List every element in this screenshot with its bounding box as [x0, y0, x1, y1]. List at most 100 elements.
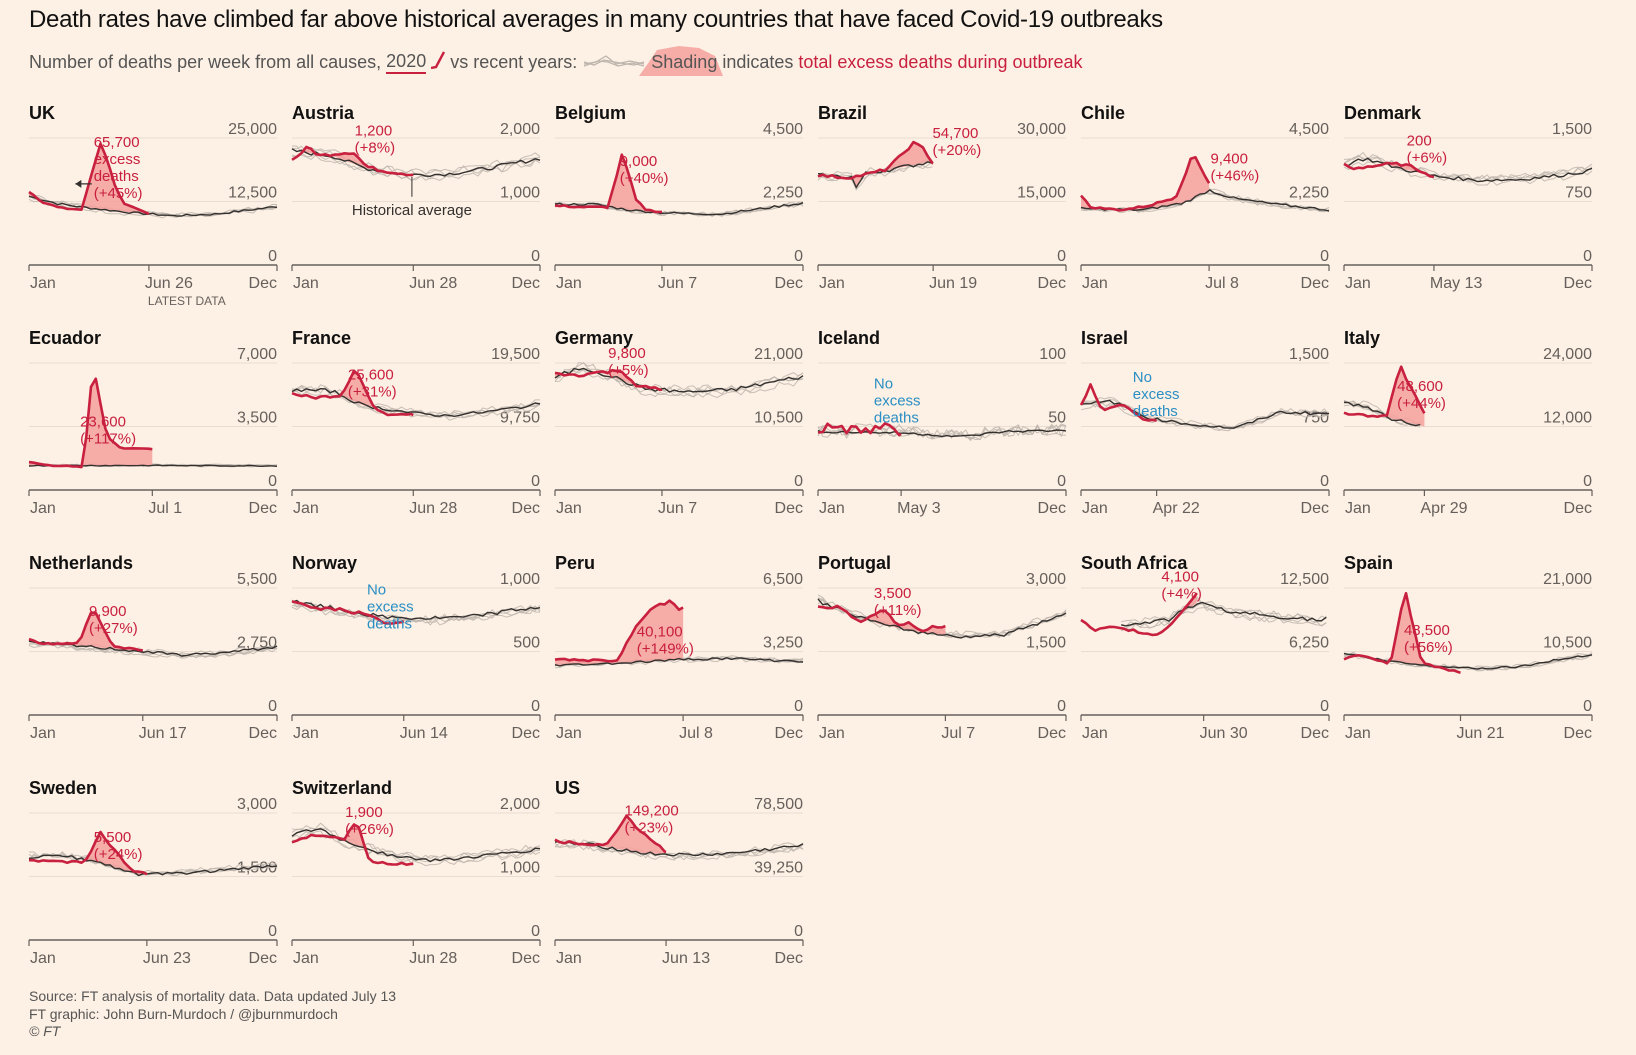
x-tick-label-jan: Jan [819, 725, 845, 742]
y-tick-label: 0 [531, 248, 540, 265]
y-tick-label: 2,250 [763, 185, 803, 202]
credit-note: FT graphic: John Burn-Murdoch / @jburnmu… [29, 1005, 338, 1022]
copyright: © FT [29, 1023, 61, 1039]
historical-average-line [817, 598, 1067, 639]
excess-deaths-annotation: excess [367, 598, 414, 615]
recent-year-line [291, 387, 541, 418]
excess-deaths-annotation: excess [874, 392, 921, 409]
x-tick-label-dec: Dec [775, 275, 803, 292]
recent-year-line [1343, 161, 1593, 186]
y-tick-label: 1,500 [1289, 346, 1329, 363]
x-tick-label-dec: Dec [512, 950, 540, 967]
y-tick-label: 15,000 [1017, 185, 1066, 202]
excess-deaths-annotation: 23,600 [80, 414, 126, 431]
excess-deaths-annotation: (+23%) [624, 820, 673, 837]
historical-average-line [1121, 601, 1327, 627]
panel-austria: 0 1,000 2,000 Jan Jun 28 Dec 1,200 (+8%) Histori… [291, 103, 544, 308]
x-tick-label-dec: Dec [1301, 275, 1329, 292]
y-tick-label: 0 [1320, 473, 1329, 490]
y-tick-label: 19,500 [491, 346, 540, 363]
x-tick-label-latest: Jul 8 [679, 725, 713, 742]
x-tick-label-jan: Jan [556, 500, 582, 517]
recent-year-line [554, 842, 804, 860]
legend-2020-line-icon [431, 51, 446, 70]
excess-deaths-shading [292, 147, 414, 175]
x-tick-label-dec: Dec [1564, 275, 1592, 292]
panel-italy: 0 12,000 24,000 Jan Apr 29 Dec 48,600 (+44%) Ita… [1343, 328, 1596, 533]
line-2020 [554, 153, 662, 214]
recent-year-line [28, 198, 278, 219]
excess-deaths-annotation: (+46%) [1210, 167, 1259, 184]
x-tick-label-dec: Dec [1301, 500, 1329, 517]
x-tick-label-dec: Dec [1038, 500, 1066, 517]
x-tick-label-latest: Jun 28 [409, 500, 457, 517]
panel-chart: 0 2,250 4,500 Jan Jun 7 Dec 9,000(+40%) [554, 121, 804, 292]
x-tick-label-jan: Jan [1082, 500, 1108, 517]
y-tick-label: 6,250 [1289, 635, 1329, 652]
excess-deaths-annotation: deaths [367, 615, 412, 632]
legend-recent-years-icon [584, 55, 645, 67]
excess-deaths-annotation: excess [94, 151, 141, 168]
historical-average-line [291, 387, 541, 418]
excess-deaths-annotation: deaths [874, 409, 919, 426]
y-tick-label: 1,000 [500, 571, 540, 588]
x-tick-label-latest: Jun 13 [662, 950, 710, 967]
historical-average-label: Historical average [352, 202, 472, 219]
panel-chart: 0 10,500 21,000 Jan Jun 7 Dec 9,800(+5%) [554, 345, 804, 517]
x-tick-label-latest: Jun 30 [1200, 725, 1248, 742]
excess-deaths-shading [29, 612, 143, 652]
panel-netherlands: 0 2,750 5,500 Jan Jun 17 Dec 9,900 (+27%) Nether… [28, 553, 281, 758]
x-tick-label-dec: Dec [249, 725, 277, 742]
excess-deaths-annotation: 48,500 [1404, 622, 1450, 639]
y-tick-label: 0 [1583, 698, 1592, 715]
y-tick-label: 10,500 [1543, 635, 1592, 652]
historical-average-line [28, 854, 278, 877]
panel-peru: 0 3,250 6,500 Jan Jul 8 Dec 40,100 (+149%) Peru [554, 553, 807, 758]
x-tick-label-jan: Jan [293, 275, 319, 292]
y-tick-label: 0 [1057, 473, 1066, 490]
x-tick-label-jan: Jan [30, 725, 56, 742]
x-tick-label-latest: Jun 14 [400, 725, 448, 742]
line-2020 [817, 140, 934, 180]
y-tick-label: 0 [794, 473, 803, 490]
x-tick-label-dec: Dec [1301, 725, 1329, 742]
y-tick-label: 7,000 [237, 346, 277, 363]
y-tick-label: 0 [1057, 248, 1066, 265]
excess-deaths-shading [1344, 593, 1461, 668]
excess-deaths-annotation: 9,900 [89, 603, 127, 620]
recent-year-line [291, 605, 541, 626]
y-tick-label: 39,250 [754, 860, 803, 877]
panel-title: Peru [555, 553, 596, 573]
line-2020 [28, 142, 150, 216]
line-2020 [1080, 156, 1211, 212]
line-2020 [554, 814, 667, 854]
excess-deaths-shading [555, 815, 667, 855]
recent-year-line [291, 827, 541, 860]
recent-year-line [554, 369, 804, 399]
y-tick-label: 0 [794, 248, 803, 265]
panel-denmark: 0 750 1,500 Jan May 13 Dec 200 (+6%) Denmark [1343, 103, 1596, 308]
panel-title: Portugal [818, 553, 892, 573]
x-tick-label-jan: Jan [293, 950, 319, 967]
y-tick-label: 1,000 [500, 860, 540, 877]
excess-deaths-annotation: (+56%) [1404, 639, 1453, 656]
y-tick-label: 3,000 [237, 796, 277, 813]
x-tick-label-jan: Jan [556, 950, 582, 967]
line-2020 [817, 604, 946, 633]
x-tick-label-latest: Jul 8 [1205, 275, 1239, 292]
x-tick-label-latest: Jun 21 [1457, 725, 1505, 742]
line-2020 [28, 611, 143, 652]
excess-deaths-annotation: 1,900 [345, 804, 383, 821]
y-tick-label: 12,000 [1543, 410, 1592, 427]
y-tick-label: 750 [1565, 185, 1592, 202]
panel-chart: 0 15,000 30,000 Jan Jun 19 Dec 54,700(+20%) [817, 121, 1067, 292]
y-tick-label: 25,000 [228, 121, 277, 138]
y-tick-label: 0 [794, 923, 803, 940]
x-tick-label-dec: Dec [512, 275, 540, 292]
line-2020 [1343, 365, 1426, 418]
y-tick-label: 0 [268, 248, 277, 265]
panel-chart: 0 9,750 19,500 Jan Jun 28 Dec 25,600(+31%) [291, 346, 541, 517]
historical-average-line [554, 202, 804, 216]
